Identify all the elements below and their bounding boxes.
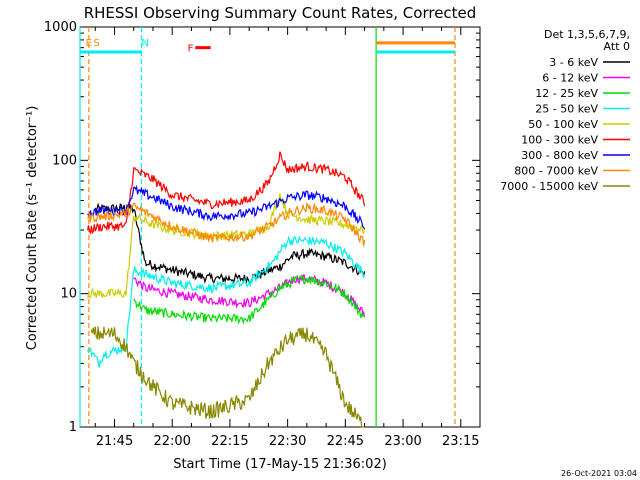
x-tick-label: 22:30 — [269, 434, 306, 449]
x-tick-label: 23:00 — [384, 434, 421, 449]
x-tick-label: 22:15 — [211, 434, 248, 449]
legend-label: 300 - 800 keV — [521, 149, 598, 162]
annotation-label-f: F — [188, 44, 194, 55]
legend-header: Att 0 — [604, 40, 630, 53]
legend-label: 25 - 50 keV — [535, 103, 598, 116]
series-line-8 — [90, 326, 365, 428]
legend-label: 800 - 7000 keV — [514, 165, 598, 178]
legend-label: 7000 - 15000 keV — [500, 180, 598, 193]
x-tick-label: 23:15 — [442, 434, 479, 449]
legend-label: 12 - 25 keV — [535, 87, 598, 100]
annotation-label-e: E — [86, 38, 92, 49]
x-axis-label: Start Time (17-May-15 21:36:02) — [173, 457, 387, 472]
y-axis-label: Corrected Count Rate (s⁻¹ detector⁻¹) — [25, 106, 40, 351]
series-line-4 — [87, 193, 366, 299]
series-line-2 — [133, 273, 366, 325]
y-tick-label: 100 — [52, 153, 77, 168]
series-line-0 — [94, 202, 366, 285]
axes: 1 10 100 1000 21:45 22:00 22:15 22:30 22:45 23:00… — [44, 20, 480, 449]
y-tick-label: 1000 — [44, 20, 77, 35]
y-tick-label: 10 — [60, 287, 77, 302]
x-tick-label: 21:45 — [96, 434, 133, 449]
series-group — [87, 151, 366, 428]
chart-title: RHESSI Observing Summary Count Rates, Co… — [84, 4, 477, 22]
series-line-6 — [87, 184, 366, 230]
annotation-label-s: S — [93, 38, 99, 49]
legend-label: 50 - 100 keV — [528, 118, 598, 131]
x-tick-label: 22:45 — [327, 434, 364, 449]
legend-label: 100 - 300 keV — [521, 134, 598, 147]
series-line-1 — [133, 274, 366, 318]
legend-label: 6 - 12 keV — [542, 72, 598, 85]
legend-header: Det 1,3,5,6,7,9, — [544, 28, 630, 41]
footer-timestamp: 26-Oct-2021 03:04 — [561, 469, 637, 478]
legend-label: 3 - 6 keV — [549, 56, 598, 69]
legend: Det 1,3,5,6,7,9,Att 0 3 - 6 keV 6 - 12 keV… — [500, 28, 630, 193]
y-tick-label: 1 — [69, 420, 77, 435]
x-tick-label: 22:00 — [153, 434, 190, 449]
series-line-3 — [87, 235, 366, 368]
series-line-7 — [87, 202, 366, 247]
series-line-5 — [87, 151, 366, 235]
annotation-label-n: N — [141, 38, 148, 49]
